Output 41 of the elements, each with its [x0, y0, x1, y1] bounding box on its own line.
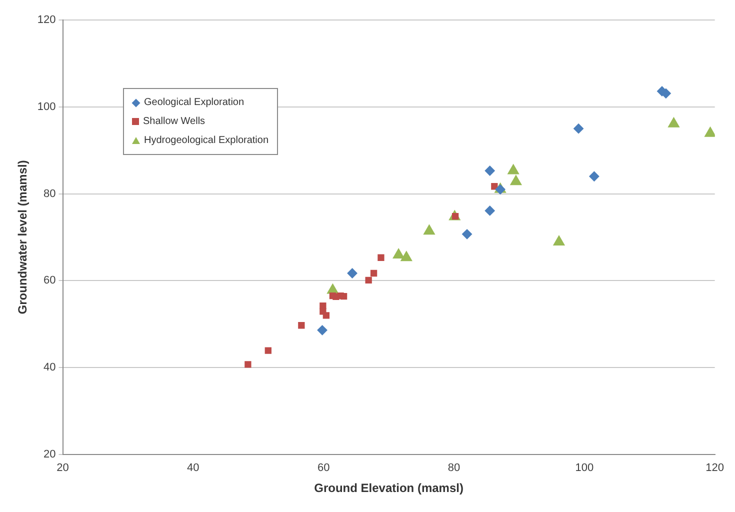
- point: [264, 347, 272, 354]
- point: [317, 325, 328, 336]
- x-tick-label: 20: [56, 462, 69, 474]
- x-tick-label: 120: [706, 462, 724, 474]
- x-tick-label: 60: [317, 462, 330, 474]
- point: [298, 322, 305, 329]
- point: [484, 166, 495, 176]
- point: [484, 206, 495, 216]
- legend-label: Shallow Wells: [143, 115, 206, 129]
- point: [322, 312, 330, 319]
- point: [378, 254, 384, 261]
- point: [589, 171, 600, 182]
- point: [510, 175, 522, 186]
- point: [370, 270, 378, 277]
- point: [347, 268, 358, 278]
- y-tick-label: 100: [37, 100, 56, 113]
- point: [508, 164, 520, 174]
- point: [340, 292, 348, 300]
- y-tick-label: 40: [44, 362, 56, 374]
- legend-label: Hydrogeological Exploration: [144, 134, 269, 148]
- x-tick-label: 40: [187, 462, 200, 474]
- point: [244, 361, 252, 368]
- y-axis-title: Groundwater level (mamsl): [16, 160, 30, 314]
- point: [400, 251, 412, 262]
- point: [462, 229, 472, 240]
- x-tick-label: 100: [575, 462, 594, 474]
- point: [365, 276, 372, 284]
- legend-label: Geological Exploration: [144, 96, 244, 110]
- point: [668, 117, 680, 128]
- y-tick-label: 120: [37, 14, 56, 26]
- point: [392, 248, 404, 259]
- point: [424, 224, 435, 235]
- y-tick-label: 80: [44, 188, 56, 200]
- point: [553, 235, 565, 246]
- y-tick-label: 20: [44, 448, 56, 460]
- point: [704, 126, 715, 137]
- point: [491, 183, 498, 190]
- point: [574, 124, 584, 134]
- x-tick-label: 80: [448, 462, 460, 474]
- x-axis-title: Ground Elevation (mamsl): [314, 481, 464, 496]
- y-tick-label: 60: [44, 274, 56, 287]
